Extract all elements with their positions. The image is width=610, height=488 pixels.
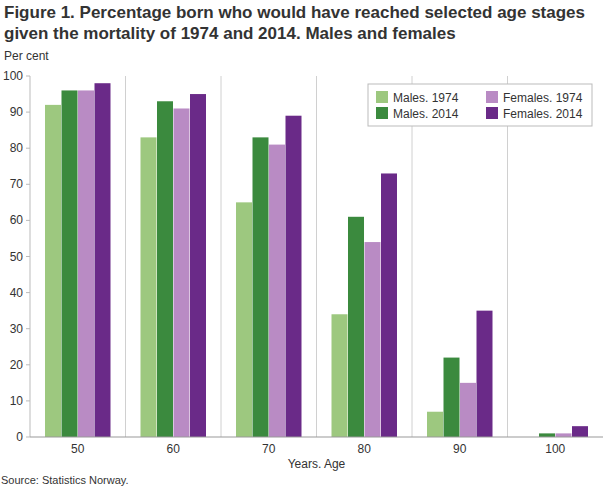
y-tick — [26, 220, 30, 221]
y-tick-label: 80 — [10, 141, 24, 155]
bar — [365, 242, 381, 437]
x-tick-label: 60 — [167, 442, 181, 456]
y-tick — [26, 292, 30, 293]
x-axis-label: Years. Age — [288, 457, 346, 471]
x-tick-label: 50 — [71, 442, 85, 456]
bar — [269, 145, 285, 437]
bar — [78, 90, 94, 437]
y-axis-label: Per cent — [4, 49, 49, 63]
bar — [556, 433, 572, 437]
grid-line — [412, 76, 413, 437]
bar — [157, 101, 173, 437]
y-tick — [26, 112, 30, 113]
x-axis — [30, 437, 603, 438]
bar — [95, 83, 111, 437]
grid-line — [221, 76, 222, 437]
y-tick-label: 90 — [10, 105, 24, 119]
y-tick-label: 10 — [10, 394, 24, 408]
bar — [174, 108, 190, 437]
x-tick-label: 90 — [453, 442, 467, 456]
bar — [62, 90, 78, 437]
bar — [141, 137, 157, 437]
legend: Males. 1974 Males. 2014 Females. 1974 Femal… — [368, 84, 592, 126]
y-tick — [26, 328, 30, 329]
legend-label: Females. 1974 — [503, 91, 583, 105]
y-tick-label: 50 — [10, 250, 24, 264]
grid-line — [125, 76, 126, 437]
y-tick — [26, 148, 30, 149]
bar — [348, 217, 364, 437]
legend-label: Males. 2014 — [393, 107, 459, 121]
x-tick-label: 100 — [545, 442, 565, 456]
bars — [45, 83, 588, 437]
y-tick-label: 40 — [10, 286, 24, 300]
grid-line — [316, 76, 317, 437]
legend-swatch — [376, 107, 388, 119]
y-tick — [26, 184, 30, 185]
bar — [460, 383, 476, 437]
legend-swatch — [486, 107, 498, 119]
bar — [444, 358, 460, 437]
y-tick — [26, 437, 30, 438]
bar — [45, 105, 61, 437]
title: Figure 1. Percentage born who would have… — [4, 2, 604, 44]
bar — [477, 311, 493, 437]
bar — [286, 116, 302, 437]
y-tick-label: 20 — [10, 358, 24, 372]
y-tick — [26, 400, 30, 401]
y-tick-label: 30 — [10, 322, 24, 336]
x-tick-label: 80 — [358, 442, 372, 456]
y-tick-label: 100 — [3, 69, 23, 83]
bar — [381, 173, 397, 437]
bar — [253, 137, 269, 437]
y-tick — [26, 364, 30, 365]
y-tick-label: 70 — [10, 177, 24, 191]
legend-swatch — [486, 91, 498, 103]
bar — [332, 314, 348, 437]
bar — [539, 433, 555, 437]
source: Source: Statistics Norway. — [1, 474, 129, 486]
bar — [427, 412, 443, 437]
bar — [236, 202, 252, 437]
y-tick-label: 0 — [16, 430, 23, 444]
legend-label: Males. 1974 — [393, 91, 459, 105]
bar — [572, 426, 588, 437]
y-axis — [30, 76, 31, 437]
y-tick — [26, 76, 30, 77]
y-tick — [26, 256, 30, 257]
legend-label: Females. 2014 — [503, 107, 583, 121]
chart: Per cent 0 10 20 30 40 50 60 70 80 90 100 50 60 70 80 90… — [0, 0, 610, 488]
legend-box — [368, 84, 592, 126]
bar — [190, 94, 206, 437]
legend-swatch — [376, 91, 388, 103]
grid-line — [507, 76, 508, 437]
x-tick-label: 70 — [262, 442, 276, 456]
y-tick-label: 60 — [10, 213, 24, 227]
